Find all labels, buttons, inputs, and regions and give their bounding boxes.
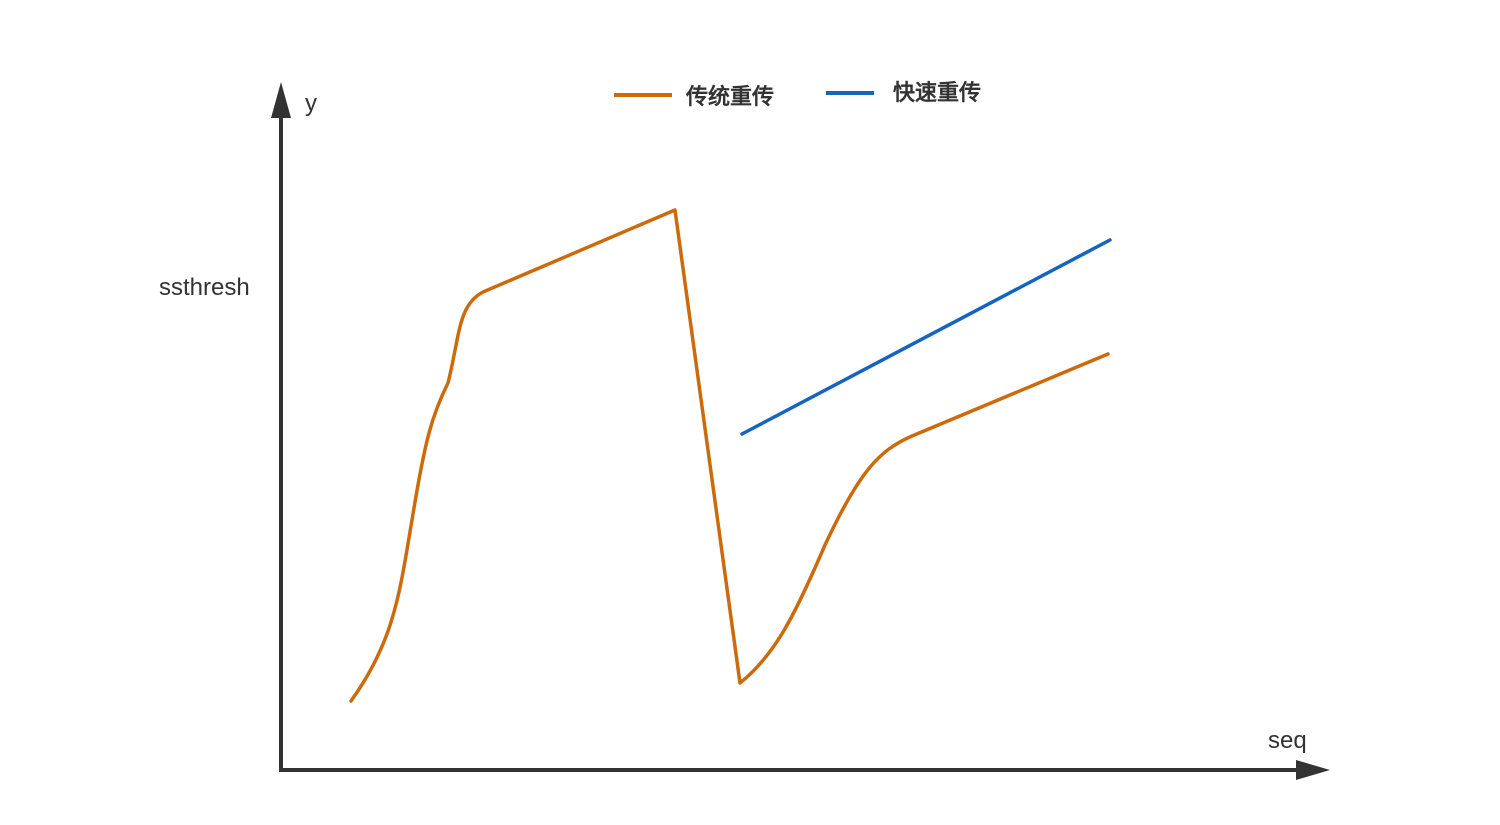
y-axis-arrowhead: [271, 82, 291, 118]
x-axis-label: seq: [1268, 727, 1307, 754]
traditional-retransmit-curve: [349, 208, 1110, 703]
y-axis-label: y: [305, 90, 317, 117]
ssthresh-label: ssthresh: [159, 274, 250, 301]
legend: 传统重传 快速重传: [614, 80, 981, 110]
x-axis-arrowhead: [1296, 760, 1330, 780]
legend-label-traditional: 传统重传: [685, 84, 774, 110]
legend-label-fast: 快速重传: [893, 80, 981, 106]
axes: [271, 82, 1330, 780]
fast-retransmit-line: [740, 238, 1112, 436]
